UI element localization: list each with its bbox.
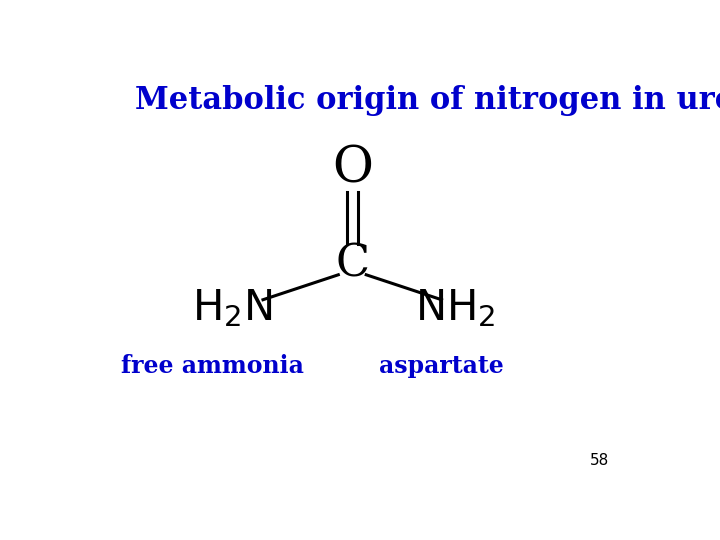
Text: Metabolic origin of nitrogen in urea: Metabolic origin of nitrogen in urea: [135, 85, 720, 116]
Text: free ammonia: free ammonia: [122, 354, 304, 378]
Text: $\mathsf{NH_2}$: $\mathsf{NH_2}$: [415, 287, 496, 329]
Text: O: O: [332, 144, 373, 193]
Text: $\mathsf{H_2N}$: $\mathsf{H_2N}$: [192, 287, 272, 329]
Text: 58: 58: [590, 453, 609, 468]
Text: C: C: [336, 243, 369, 286]
Text: aspartate: aspartate: [379, 354, 504, 378]
